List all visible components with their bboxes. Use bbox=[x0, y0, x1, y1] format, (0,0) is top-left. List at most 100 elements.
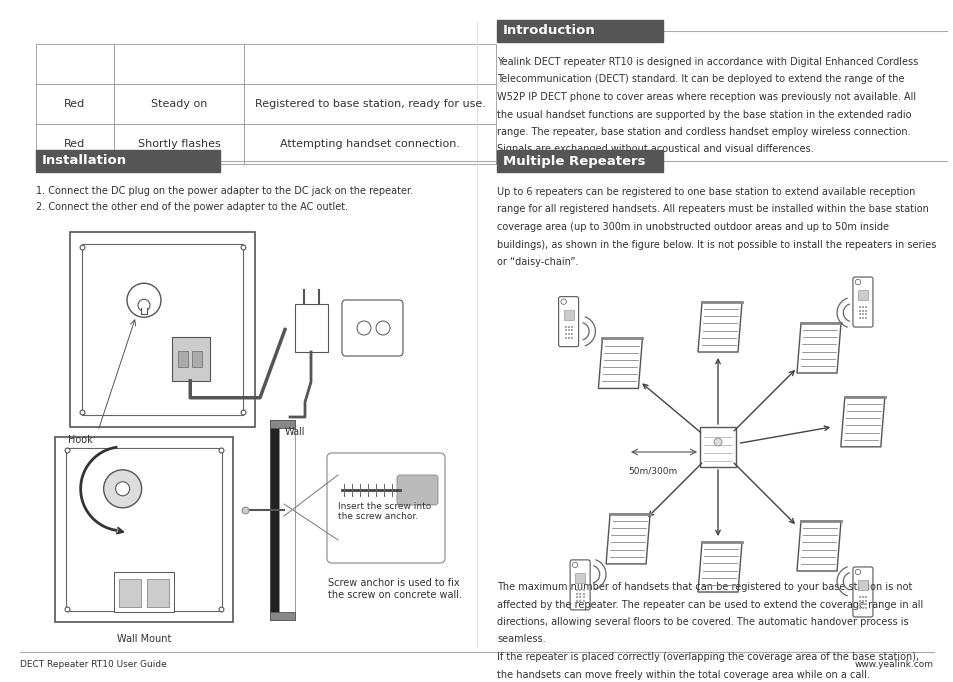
Bar bbox=[862, 310, 863, 312]
FancyBboxPatch shape bbox=[852, 567, 872, 617]
Text: If the repeater is placed correctly (overlapping the coverage area of the base s: If the repeater is placed correctly (ove… bbox=[497, 652, 918, 662]
Bar bbox=[862, 313, 863, 315]
Circle shape bbox=[713, 438, 721, 446]
Text: Screw anchor is used to fix
the screw on concrete wall.: Screw anchor is used to fix the screw on… bbox=[328, 578, 461, 599]
Bar bbox=[244, 124, 496, 164]
Circle shape bbox=[104, 470, 141, 508]
Bar bbox=[497, 20, 662, 42]
Text: Yealink DECT repeater RT10 is designed in accordance with Digital Enhanced Cordl: Yealink DECT repeater RT10 is designed i… bbox=[497, 57, 918, 67]
Circle shape bbox=[138, 299, 150, 311]
Polygon shape bbox=[796, 521, 841, 571]
Bar bbox=[278, 420, 294, 620]
Bar bbox=[864, 310, 866, 312]
Bar bbox=[864, 313, 866, 315]
Bar bbox=[864, 596, 866, 598]
Bar bbox=[857, 580, 867, 590]
Circle shape bbox=[356, 321, 371, 335]
Text: Wall: Wall bbox=[285, 427, 305, 437]
Bar bbox=[858, 313, 860, 315]
Bar bbox=[564, 337, 566, 339]
Bar bbox=[567, 337, 569, 339]
Bar bbox=[858, 310, 860, 312]
Bar bbox=[567, 325, 569, 327]
Text: Installation: Installation bbox=[42, 155, 127, 168]
Text: Red: Red bbox=[64, 99, 86, 109]
Bar bbox=[571, 329, 573, 331]
Bar bbox=[582, 593, 584, 595]
FancyBboxPatch shape bbox=[341, 300, 402, 356]
Bar bbox=[858, 607, 860, 609]
Bar bbox=[576, 596, 578, 598]
Bar bbox=[864, 317, 866, 319]
Bar bbox=[864, 607, 866, 609]
Bar bbox=[857, 290, 867, 300]
Bar bbox=[36, 44, 113, 84]
Bar bbox=[864, 599, 866, 602]
Circle shape bbox=[854, 280, 860, 285]
Text: www.yealink.com: www.yealink.com bbox=[854, 660, 933, 669]
Bar bbox=[567, 329, 569, 331]
Bar bbox=[862, 317, 863, 319]
Bar bbox=[862, 599, 863, 602]
Bar bbox=[294, 304, 328, 352]
Bar bbox=[582, 600, 584, 602]
Bar bbox=[576, 593, 578, 595]
Polygon shape bbox=[698, 302, 741, 352]
Bar bbox=[497, 150, 662, 172]
Text: 2. Connect the other end of the power adapter to the AC outlet.: 2. Connect the other end of the power ad… bbox=[36, 202, 348, 212]
Bar bbox=[178, 351, 188, 367]
Bar bbox=[564, 325, 566, 327]
FancyBboxPatch shape bbox=[327, 453, 444, 563]
Bar bbox=[36, 124, 113, 164]
Text: range. The repeater, base station and cordless handset employ wireless connectio: range. The repeater, base station and co… bbox=[497, 127, 910, 137]
Text: Introduction: Introduction bbox=[502, 25, 595, 38]
Bar bbox=[244, 84, 496, 124]
Bar bbox=[571, 325, 573, 327]
Text: range for all registered handsets. All repeaters must be installed within the ba: range for all registered handsets. All r… bbox=[497, 205, 928, 215]
Bar bbox=[567, 333, 569, 335]
Bar bbox=[119, 579, 141, 607]
Polygon shape bbox=[598, 338, 641, 389]
Text: Shortly flashes: Shortly flashes bbox=[137, 139, 220, 149]
Polygon shape bbox=[605, 514, 649, 564]
Circle shape bbox=[572, 562, 578, 567]
Bar bbox=[858, 306, 860, 308]
Bar bbox=[193, 351, 202, 367]
Bar bbox=[578, 589, 580, 591]
Bar bbox=[172, 337, 210, 381]
Circle shape bbox=[854, 569, 860, 575]
Polygon shape bbox=[796, 323, 841, 373]
Bar bbox=[113, 572, 173, 612]
Text: buildings), as shown in the figure below. It is not possible to install the repe: buildings), as shown in the figure below… bbox=[497, 239, 936, 250]
Bar bbox=[576, 600, 578, 602]
Text: Signals are exchanged without acoustical and visual differences.: Signals are exchanged without acoustical… bbox=[497, 145, 813, 155]
Bar bbox=[575, 573, 584, 583]
Bar bbox=[858, 596, 860, 598]
Bar bbox=[66, 448, 222, 611]
Bar bbox=[864, 306, 866, 308]
Bar bbox=[578, 600, 580, 602]
FancyBboxPatch shape bbox=[852, 277, 872, 327]
Bar bbox=[571, 337, 573, 339]
Bar bbox=[113, 44, 244, 84]
Text: seamless.: seamless. bbox=[497, 634, 545, 644]
Bar bbox=[862, 607, 863, 609]
Bar bbox=[862, 604, 863, 606]
Bar bbox=[582, 589, 584, 591]
Text: the handsets can move freely within the total coverage area while on a call.: the handsets can move freely within the … bbox=[497, 670, 869, 679]
Bar bbox=[270, 420, 294, 428]
Bar bbox=[862, 306, 863, 308]
Text: Hook: Hook bbox=[68, 435, 92, 445]
Text: Up to 6 repeaters can be registered to one base station to extend available rece: Up to 6 repeaters can be registered to o… bbox=[497, 187, 915, 197]
Bar bbox=[141, 304, 147, 314]
Polygon shape bbox=[698, 542, 741, 592]
Text: Attempting handset connection.: Attempting handset connection. bbox=[280, 139, 459, 149]
Bar bbox=[55, 437, 233, 622]
Bar bbox=[270, 612, 294, 620]
Circle shape bbox=[560, 299, 566, 304]
Bar bbox=[147, 579, 169, 607]
Bar bbox=[571, 333, 573, 335]
Text: DECT Repeater RT10 User Guide: DECT Repeater RT10 User Guide bbox=[20, 660, 167, 669]
Text: the usual handset functions are supported by the base station in the extended ra: the usual handset functions are supporte… bbox=[497, 110, 910, 119]
Text: 1. Connect the DC plug on the power adapter to the DC jack on the repeater.: 1. Connect the DC plug on the power adap… bbox=[36, 186, 413, 196]
